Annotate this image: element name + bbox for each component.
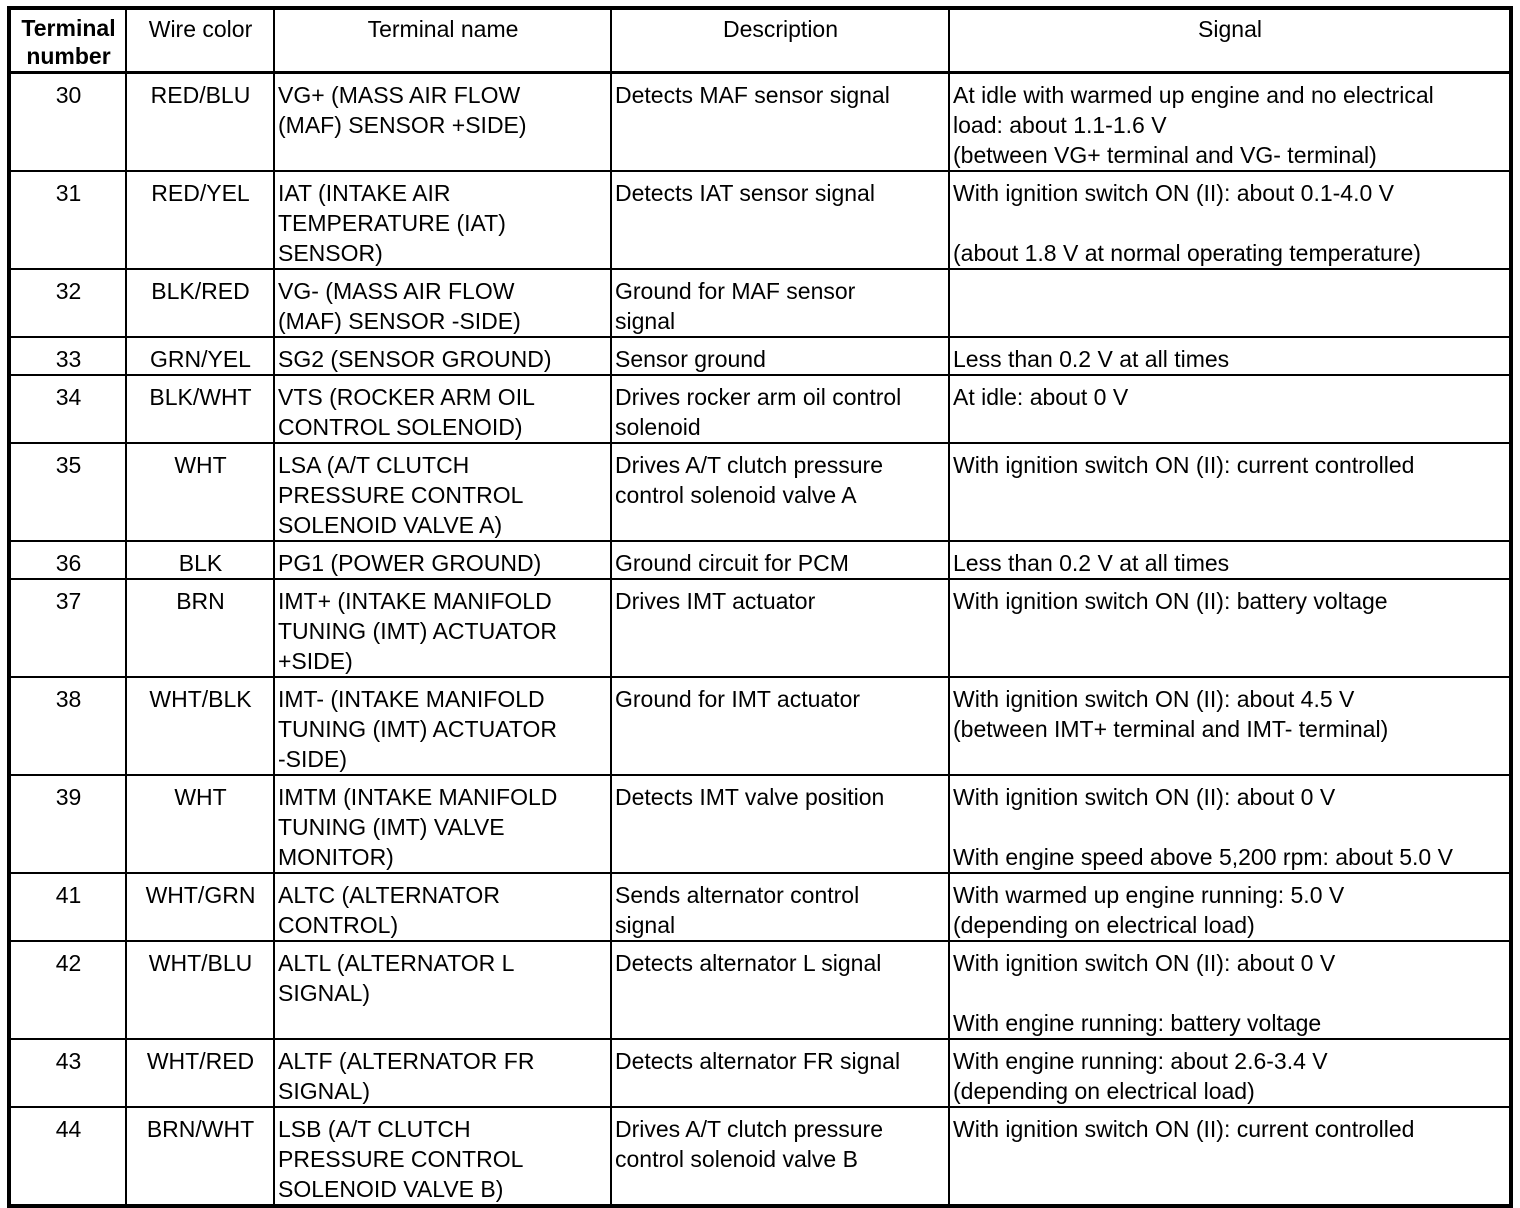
terminal-number-cell: 31 bbox=[8, 169, 127, 270]
table-row: 43 WHT/RED ALTF (ALTERNATOR FR SIGNAL) Dete… bbox=[8, 1037, 1512, 1108]
wire-color-cell: WHT bbox=[125, 773, 275, 874]
table-row: 39 WHT IMTM (INTAKE MANIFOLD TUNING (IMT) … bbox=[8, 773, 1512, 874]
signal-cell bbox=[948, 267, 1512, 338]
header-row: Terminal number Wire color Terminal name… bbox=[8, 7, 1512, 74]
terminal-number-cell: 32 bbox=[8, 267, 127, 338]
terminal-number-cell: 38 bbox=[8, 675, 127, 776]
terminal-name-cell: VG+ (MASS AIR FLOW (MAF) SENSOR +SIDE) bbox=[273, 71, 612, 172]
signal-cell: With ignition switch ON (II): current co… bbox=[948, 441, 1512, 542]
terminal-name-cell: LSB (A/T CLUTCH PRESSURE CONTROL SOLENOI… bbox=[273, 1105, 612, 1207]
wire-color-cell: GRN/YEL bbox=[125, 335, 275, 376]
wire-color-cell: BRN/WHT bbox=[125, 1105, 275, 1207]
wire-color-cell: RED/BLU bbox=[125, 71, 275, 172]
terminal-number-cell: 39 bbox=[8, 773, 127, 874]
signal-cell: With ignition switch ON (II): about 0 V … bbox=[948, 773, 1512, 874]
table-row: 31 RED/YEL IAT (INTAKE AIR TEMPERATURE (IA… bbox=[8, 169, 1512, 270]
terminal-name-cell: VG- (MASS AIR FLOW (MAF) SENSOR -SIDE) bbox=[273, 267, 612, 338]
wire-color-cell: RED/YEL bbox=[125, 169, 275, 270]
header-wire-color: Wire color bbox=[125, 7, 275, 74]
description-cell: Ground for MAF sensor signal bbox=[610, 267, 950, 338]
terminal-number-cell: 34 bbox=[8, 373, 127, 444]
table-row: 37 BRN IMT+ (INTAKE MANIFOLD TUNING (IMT) … bbox=[8, 577, 1512, 678]
terminal-number-cell: 44 bbox=[8, 1105, 127, 1207]
terminal-name-cell: PG1 (POWER GROUND) bbox=[273, 539, 612, 580]
header-terminal-name: Terminal name bbox=[273, 7, 612, 74]
terminal-number-cell: 33 bbox=[8, 335, 127, 376]
description-cell: Detects IMT valve position bbox=[610, 773, 950, 874]
table-row: 30 RED/BLU VG+ (MASS AIR FLOW (MAF) SENSOR… bbox=[8, 71, 1512, 172]
signal-cell: Less than 0.2 V at all times bbox=[948, 335, 1512, 376]
terminal-name-cell: IMT- (INTAKE MANIFOLD TUNING (IMT) ACTUA… bbox=[273, 675, 612, 776]
signal-cell: With ignition switch ON (II): battery vo… bbox=[948, 577, 1512, 678]
terminal-name-cell: ALTL (ALTERNATOR L SIGNAL) bbox=[273, 939, 612, 1040]
signal-cell: At idle with warmed up engine and no ele… bbox=[948, 71, 1512, 172]
signal-cell: Less than 0.2 V at all times bbox=[948, 539, 1512, 580]
header-description: Description bbox=[610, 7, 950, 74]
wire-color-cell: BLK bbox=[125, 539, 275, 580]
signal-cell: With engine running: about 2.6-3.4 V (de… bbox=[948, 1037, 1512, 1108]
terminal-name-cell: IAT (INTAKE AIR TEMPERATURE (IAT) SENSOR… bbox=[273, 169, 612, 270]
terminal-number-cell: 30 bbox=[8, 71, 127, 172]
signal-cell: With ignition switch ON (II): about 0.1-… bbox=[948, 169, 1512, 270]
description-cell: Detects MAF sensor signal bbox=[610, 71, 950, 172]
terminal-name-cell: ALTC (ALTERNATOR CONTROL) bbox=[273, 871, 612, 942]
wire-color-cell: WHT bbox=[125, 441, 275, 542]
terminal-number-cell: 35 bbox=[8, 441, 127, 542]
header-signal: Signal bbox=[948, 7, 1512, 74]
description-cell: Drives IMT actuator bbox=[610, 577, 950, 678]
table-row: 35 WHT LSA (A/T CLUTCH PRESSURE CONTROL SO… bbox=[8, 441, 1512, 542]
table-row: 42 WHT/BLU ALTL (ALTERNATOR L SIGNAL) Detec… bbox=[8, 939, 1512, 1040]
terminal-name-cell: LSA (A/T CLUTCH PRESSURE CONTROL SOLENOI… bbox=[273, 441, 612, 542]
signal-cell: With ignition switch ON (II): about 4.5 … bbox=[948, 675, 1512, 776]
table-row: 41 WHT/GRN ALTC (ALTERNATOR CONTROL) Sends … bbox=[8, 871, 1512, 942]
table-row: 38 WHT/BLK IMT- (INTAKE MANIFOLD TUNING (I… bbox=[8, 675, 1512, 776]
wire-color-cell: WHT/GRN bbox=[125, 871, 275, 942]
description-cell: Sends alternator control signal bbox=[610, 871, 950, 942]
wire-color-cell: WHT/BLK bbox=[125, 675, 275, 776]
description-cell: Drives A/T clutch pressure control solen… bbox=[610, 1105, 950, 1207]
description-cell: Detects alternator L signal bbox=[610, 939, 950, 1040]
terminal-name-cell: IMT+ (INTAKE MANIFOLD TUNING (IMT) ACTUA… bbox=[273, 577, 612, 678]
description-cell: Sensor ground bbox=[610, 335, 950, 376]
description-cell: Drives rocker arm oil control solenoid bbox=[610, 373, 950, 444]
terminal-number-cell: 41 bbox=[8, 871, 127, 942]
description-cell: Ground for IMT actuator bbox=[610, 675, 950, 776]
table-row: 32 BLK/RED VG- (MASS AIR FLOW (MAF) SENSOR… bbox=[8, 267, 1512, 338]
signal-cell: At idle: about 0 V bbox=[948, 373, 1512, 444]
signal-cell: With warmed up engine running: 5.0 V (de… bbox=[948, 871, 1512, 942]
table-row: 44 BRN/WHT LSB (A/T CLUTCH PRESSURE CONTRO… bbox=[8, 1105, 1512, 1207]
terminal-name-cell: VTS (ROCKER ARM OIL CONTROL SOLENOID) bbox=[273, 373, 612, 444]
terminal-table: Terminal number Wire color Terminal name… bbox=[7, 6, 1513, 1208]
terminal-number-cell: 43 bbox=[8, 1037, 127, 1108]
terminal-name-cell: ALTF (ALTERNATOR FR SIGNAL) bbox=[273, 1037, 612, 1108]
signal-cell: With ignition switch ON (II): current co… bbox=[948, 1105, 1512, 1207]
table-row: 34 BLK/WHT VTS (ROCKER ARM OIL CONTROL SOL… bbox=[8, 373, 1512, 444]
description-cell: Detects IAT sensor signal bbox=[610, 169, 950, 270]
wire-color-cell: BLK/RED bbox=[125, 267, 275, 338]
description-cell: Detects alternator FR signal bbox=[610, 1037, 950, 1108]
wire-color-cell: BLK/WHT bbox=[125, 373, 275, 444]
table-row: 36 BLK PG1 (POWER GROUND) Ground circuit fo… bbox=[8, 539, 1512, 580]
header-terminal-number: Terminal number bbox=[8, 7, 127, 74]
wire-color-cell: BRN bbox=[125, 577, 275, 678]
terminal-number-cell: 36 bbox=[8, 539, 127, 580]
wire-color-cell: WHT/RED bbox=[125, 1037, 275, 1108]
terminal-number-cell: 42 bbox=[8, 939, 127, 1040]
table-row: 33 GRN/YEL SG2 (SENSOR GROUND) Sensor groun… bbox=[8, 335, 1512, 376]
terminal-number-cell: 37 bbox=[8, 577, 127, 678]
terminal-name-cell: SG2 (SENSOR GROUND) bbox=[273, 335, 612, 376]
description-cell: Ground circuit for PCM bbox=[610, 539, 950, 580]
description-cell: Drives A/T clutch pressure control solen… bbox=[610, 441, 950, 542]
wire-color-cell: WHT/BLU bbox=[125, 939, 275, 1040]
signal-cell: With ignition switch ON (II): about 0 V … bbox=[948, 939, 1512, 1040]
terminal-name-cell: IMTM (INTAKE MANIFOLD TUNING (IMT) VALVE… bbox=[273, 773, 612, 874]
